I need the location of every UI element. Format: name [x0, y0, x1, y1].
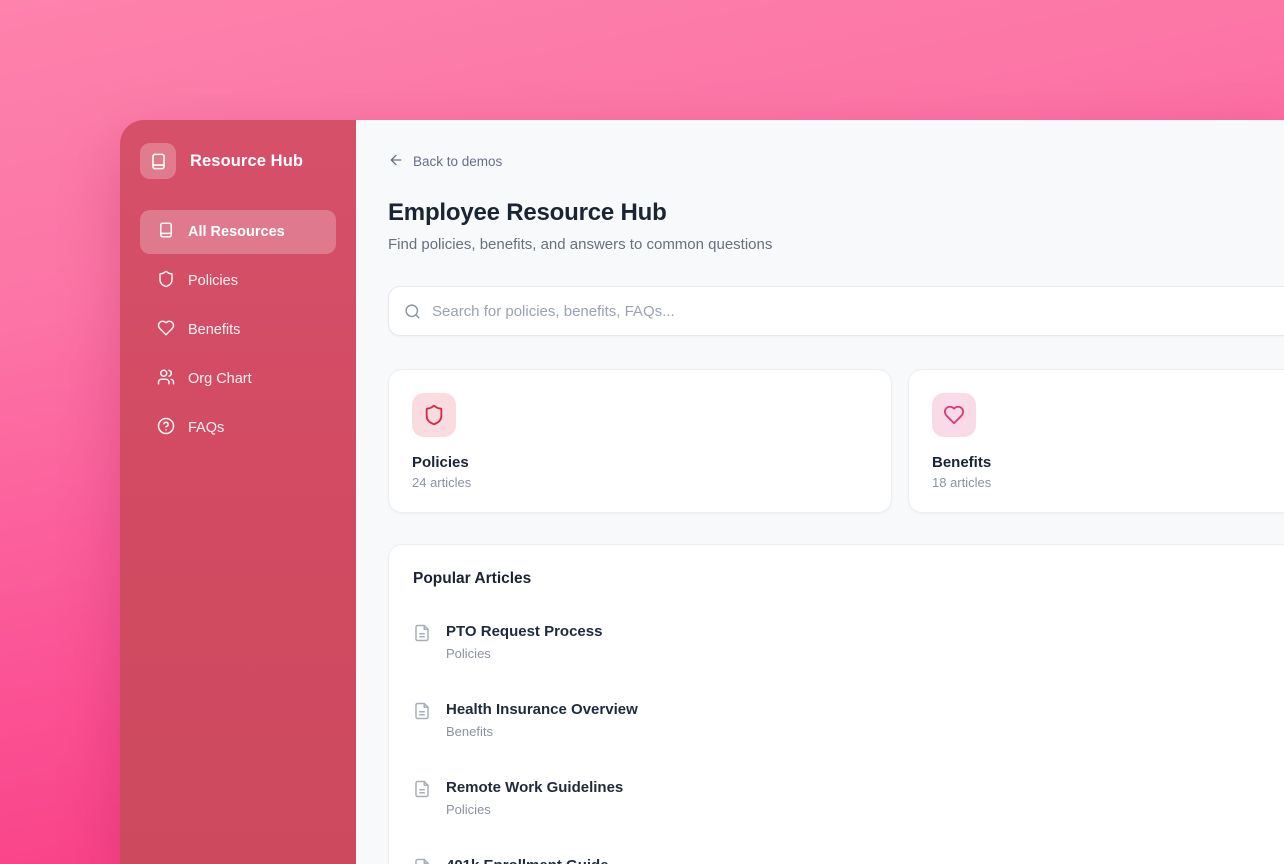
popular-articles-card: Popular Articles PTO Request Process Pol…: [388, 544, 1284, 864]
article-title: PTO Request Process: [446, 623, 603, 640]
main-content: Back to demos Employee Resource Hub Find…: [356, 120, 1284, 864]
shield-icon: [157, 270, 175, 292]
article-title: 401k Enrollment Guide: [446, 856, 609, 864]
list-item[interactable]: PTO Request Process Policies: [413, 622, 1284, 662]
list-item[interactable]: Remote Work Guidelines Policies: [413, 778, 1284, 818]
category-grid: Policies 24 articles Benefits 18 article…: [388, 369, 1284, 513]
category-card-benefits[interactable]: Benefits 18 articles: [908, 369, 1284, 513]
file-text-icon: [413, 856, 431, 864]
category-count: 18 articles: [932, 475, 992, 490]
sidebar-item-benefits[interactable]: Benefits: [140, 308, 336, 352]
heart-icon: [932, 393, 976, 437]
sidebar-item-label: Benefits: [188, 322, 241, 338]
book-icon: [157, 221, 175, 243]
shield-icon: [412, 393, 456, 437]
sidebar-logo: Resource Hub: [140, 143, 336, 179]
sidebar-nav: All Resources Policies Benefits: [140, 210, 336, 450]
article-category: Policies: [446, 802, 491, 817]
sidebar-item-label: Policies: [188, 273, 238, 289]
sidebar-item-faqs[interactable]: FAQs: [140, 406, 336, 450]
users-icon: [157, 368, 175, 390]
category-card-policies[interactable]: Policies 24 articles: [388, 369, 892, 513]
article-category: Policies: [446, 646, 491, 661]
article-title: Remote Work Guidelines: [446, 779, 624, 796]
help-circle-icon: [157, 417, 175, 439]
back-link-label: Back to demos: [413, 154, 503, 169]
category-title: Policies: [412, 454, 469, 471]
search-input[interactable]: [432, 302, 1284, 320]
file-text-icon: [413, 622, 431, 647]
sidebar: Resource Hub All Resources Policies: [120, 120, 356, 864]
article-category: Benefits: [446, 724, 493, 739]
arrow-left-icon: [388, 152, 404, 171]
app-window: Resource Hub All Resources Policies: [120, 120, 1284, 864]
category-count: 24 articles: [412, 475, 472, 490]
file-text-icon: [413, 700, 431, 725]
page-subtitle: Find policies, benefits, and answers to …: [388, 236, 773, 253]
file-text-icon: [413, 778, 431, 803]
article-list: PTO Request Process Policies Health Insu…: [413, 622, 1284, 864]
search-bar: [388, 286, 1284, 336]
category-title: Benefits: [932, 454, 992, 471]
sidebar-item-label: Org Chart: [188, 371, 252, 387]
app-title: Resource Hub: [190, 151, 304, 170]
sidebar-item-label: All Resources: [188, 224, 285, 240]
book-icon: [140, 143, 176, 179]
list-item[interactable]: Health Insurance Overview Benefits: [413, 700, 1284, 740]
heart-icon: [157, 319, 175, 341]
page-title: Employee Resource Hub: [388, 199, 667, 226]
sidebar-item-all-resources[interactable]: All Resources: [140, 210, 336, 254]
back-to-demos-link[interactable]: Back to demos: [388, 152, 502, 171]
sidebar-item-org-chart[interactable]: Org Chart: [140, 357, 336, 401]
popular-articles-heading: Popular Articles: [413, 570, 532, 587]
list-item[interactable]: 401k Enrollment Guide: [413, 856, 1284, 864]
sidebar-item-label: FAQs: [188, 420, 225, 436]
sidebar-item-policies[interactable]: Policies: [140, 259, 336, 303]
search-icon: [404, 303, 421, 320]
article-title: Health Insurance Overview: [446, 701, 638, 718]
